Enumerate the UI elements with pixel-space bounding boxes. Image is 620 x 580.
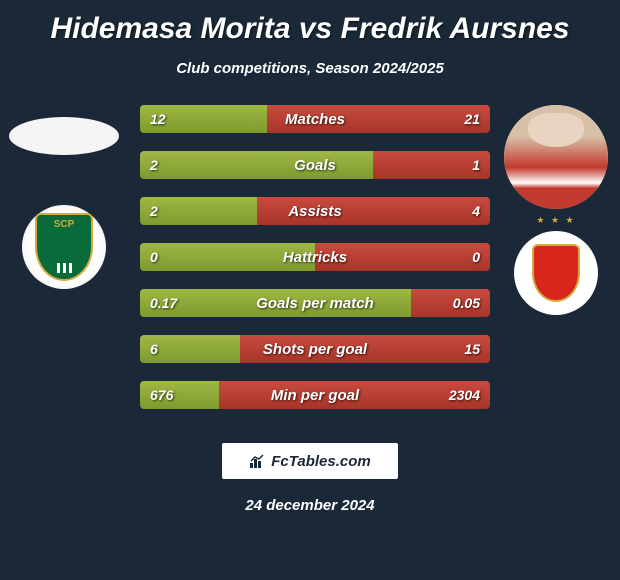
- stats-bars-container: Matches1221Goals21Assists24Hattricks00Go…: [140, 105, 490, 427]
- stat-value-left: 2: [150, 197, 158, 225]
- stat-row: Goals2 1: [140, 151, 490, 179]
- stat-value-left: 6: [150, 335, 158, 363]
- stat-value-left: 0.17: [150, 289, 177, 317]
- player-right-photo: [504, 105, 608, 209]
- sporting-shield-icon: [35, 213, 93, 281]
- stat-row: Assists2 4: [140, 197, 490, 225]
- player-left-photo: [9, 117, 119, 155]
- stat-value-right: 15: [464, 335, 480, 363]
- page-title: Hidemasa Morita vs Fredrik Aursnes: [0, 0, 620, 46]
- stat-label: Goals per match: [140, 289, 490, 317]
- player-face-icon: [504, 105, 608, 209]
- stat-label: Hattricks: [140, 243, 490, 271]
- stat-value-right: 4: [472, 197, 480, 225]
- club-logo-sporting: [22, 205, 106, 289]
- page-subtitle: Club competitions, Season 2024/2025: [0, 60, 620, 77]
- stat-label: Assists: [140, 197, 490, 225]
- club-logo-benfica: ★ ★ ★: [514, 231, 598, 315]
- stat-label: Matches: [140, 105, 490, 133]
- stat-value-right: 0.05: [453, 289, 480, 317]
- stat-value-left: 2: [150, 151, 158, 179]
- stat-value-right: 2304: [449, 381, 480, 409]
- footer-brand-text: FcTables.com: [271, 453, 370, 470]
- comparison-content: ★ ★ ★ Matches1221Goals21Assists24Hattric…: [0, 105, 620, 435]
- stat-value-right: 1: [472, 151, 480, 179]
- stat-label: Shots per goal: [140, 335, 490, 363]
- stat-row: Matches12 21: [140, 105, 490, 133]
- stat-value-right: 21: [464, 105, 480, 133]
- chart-icon: [249, 453, 265, 469]
- stat-row: Shots per goal6 15: [140, 335, 490, 363]
- stat-row: Goals per match0.17 0.05: [140, 289, 490, 317]
- stat-value-left: 676: [150, 381, 173, 409]
- stat-row: Min per goal676 2304: [140, 381, 490, 409]
- stat-value-left: 0: [150, 243, 158, 271]
- left-player-column: [8, 105, 120, 289]
- right-player-column: ★ ★ ★: [500, 105, 612, 315]
- stat-label: Goals: [140, 151, 490, 179]
- stat-value-right: 0: [472, 243, 480, 271]
- stat-row: Hattricks0 0: [140, 243, 490, 271]
- stat-value-left: 12: [150, 105, 166, 133]
- stat-label: Min per goal: [140, 381, 490, 409]
- footer-brand-box[interactable]: FcTables.com: [222, 443, 398, 479]
- benfica-shield-icon: [532, 244, 580, 302]
- benfica-stars-icon: ★ ★ ★: [514, 215, 598, 226]
- footer-date: 24 december 2024: [0, 497, 620, 514]
